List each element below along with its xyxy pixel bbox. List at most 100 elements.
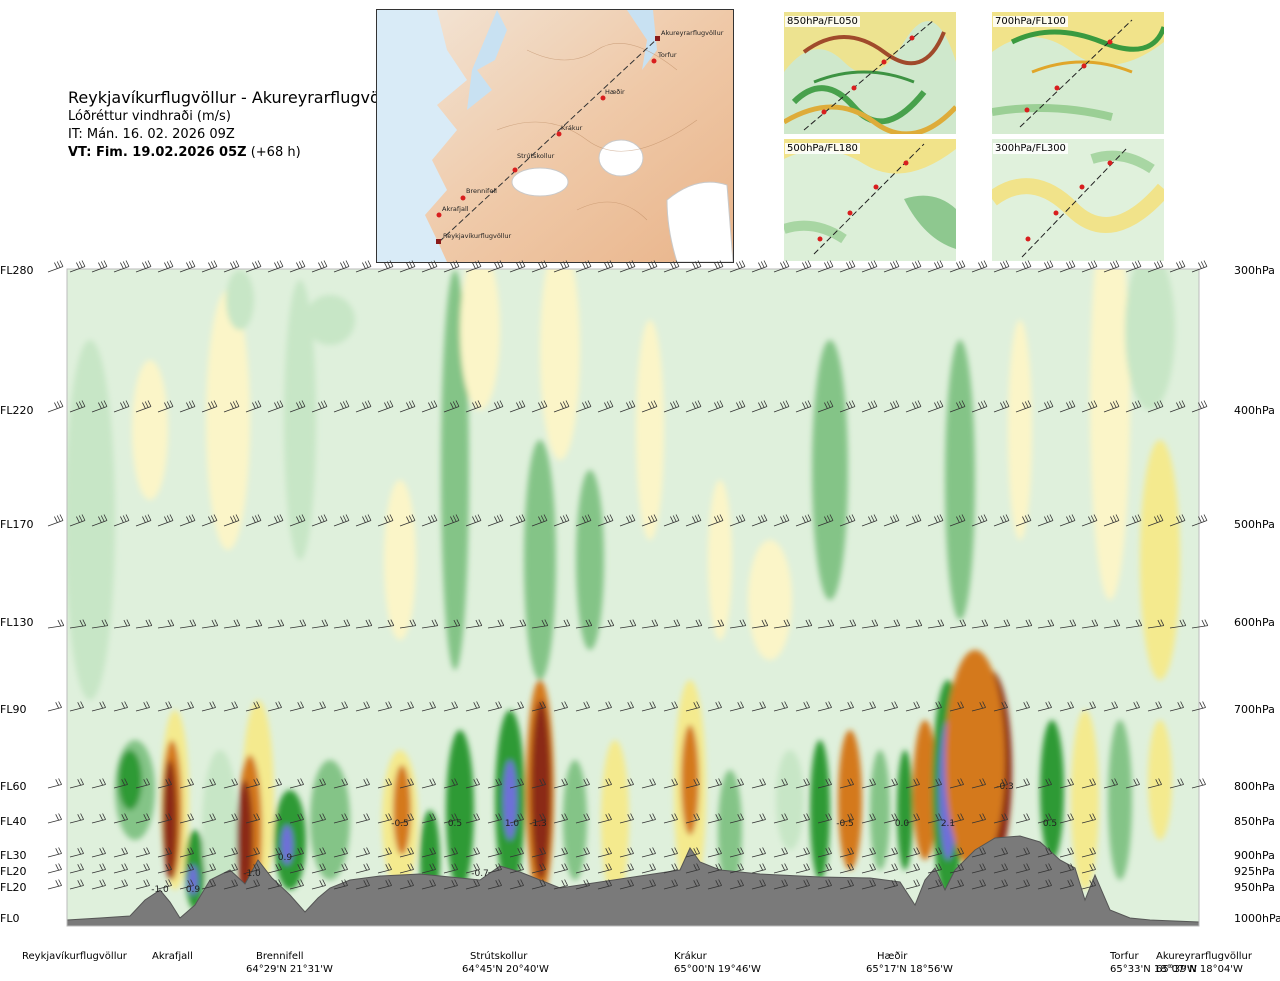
heatmap-cell <box>1148 720 1172 840</box>
value-label: 0.9 <box>278 853 293 863</box>
wind-barb <box>157 514 174 527</box>
wind-barb <box>113 879 128 890</box>
wind-barb <box>245 813 260 824</box>
wind-barb <box>289 260 306 273</box>
heatmap-cell <box>161 710 189 890</box>
wind-barb <box>465 813 480 824</box>
wind-barb <box>553 619 571 629</box>
heatmap-cell <box>945 340 975 620</box>
waypoint-coord: 65°00'N 19°46'W <box>674 964 761 975</box>
wind-barb <box>619 879 634 890</box>
wind-barb <box>179 863 194 874</box>
wind-barb <box>201 847 216 858</box>
wind-barb <box>729 514 746 527</box>
wind-barb <box>949 514 966 527</box>
wind-barb <box>333 778 348 789</box>
wind-barb <box>663 863 678 874</box>
wind-barb <box>641 813 656 824</box>
valid-time: VT: Fim. 19.02.2026 05Z (+68 h) <box>68 144 405 162</box>
wind-barb <box>399 400 416 413</box>
wind-barb <box>1147 514 1164 527</box>
wind-barb <box>201 863 216 874</box>
wind-barb <box>619 778 634 789</box>
wind-barb <box>949 778 964 789</box>
route-title: Reykjavíkurflugvöllur - Akureyrarflugvöl… <box>68 88 406 107</box>
right-axis-label: 950hPa <box>1234 881 1275 894</box>
heatmap-cell <box>441 270 469 670</box>
wind-barb <box>1015 813 1030 824</box>
wind-barb <box>245 701 260 712</box>
right-axis-label: 700hPa <box>1234 703 1275 716</box>
left-axis-label: FL90 <box>0 703 27 716</box>
wind-barb <box>1125 400 1142 413</box>
wind-barb <box>245 879 260 890</box>
wind-barb <box>1147 619 1165 629</box>
wind-barb <box>245 847 260 858</box>
wind-barb <box>751 619 769 629</box>
wind-barb <box>663 701 678 712</box>
wind-barb <box>597 514 614 527</box>
wind-barb <box>487 863 502 874</box>
wind-barb <box>597 847 612 858</box>
wind-barb <box>1147 778 1162 789</box>
wind-barb <box>289 813 304 824</box>
heatmap-cell <box>531 700 551 880</box>
wind-barb <box>69 260 86 273</box>
wind-barb <box>795 813 810 824</box>
wind-barb <box>267 701 282 712</box>
wind-barb <box>927 701 942 712</box>
wind-barb <box>135 863 150 874</box>
wind-barb <box>817 847 832 858</box>
wind-barb <box>113 619 131 629</box>
wind-barb <box>69 847 84 858</box>
wind-barb <box>1015 260 1032 273</box>
wind-barb <box>1169 400 1186 413</box>
wind-barb <box>839 260 856 273</box>
value-label: 0.9 <box>186 885 201 895</box>
wind-barb <box>311 863 326 874</box>
heatmap-cell <box>305 295 355 345</box>
wind-barb <box>685 778 700 789</box>
wind-barb <box>861 619 879 629</box>
wind-barb <box>311 778 326 789</box>
wind-barb <box>795 260 812 273</box>
wind-barb <box>91 701 106 712</box>
wind-barb <box>399 701 414 712</box>
wind-barb <box>267 778 282 789</box>
wind-barb <box>707 863 722 874</box>
wind-barb <box>91 778 106 789</box>
wind-barb <box>839 619 857 629</box>
heatmap-cell <box>202 750 238 910</box>
wind-barb <box>817 863 832 874</box>
wind-barb <box>1081 847 1096 858</box>
wind-barb <box>245 619 263 629</box>
wind-barb <box>487 619 505 629</box>
level-map-label: 500hPa/FL180 <box>785 143 860 154</box>
heatmap-cell <box>870 750 890 870</box>
wind-barb <box>707 619 725 629</box>
right-axis-label: 1000hPa <box>1234 912 1280 925</box>
heatmap-cell <box>1040 720 1064 860</box>
heatmap-cell <box>540 269 580 460</box>
wind-barb <box>399 863 414 874</box>
wind-barb <box>157 619 175 629</box>
wind-barb <box>113 778 128 789</box>
wind-barb <box>1081 514 1098 527</box>
wind-barb <box>1015 847 1030 858</box>
wind-barb <box>685 619 703 629</box>
heatmap-cell <box>708 480 732 640</box>
wind-barb <box>1037 847 1052 858</box>
heatmap-cell <box>945 650 1005 870</box>
wind-barb <box>971 701 986 712</box>
wind-barb <box>201 619 219 629</box>
wind-barb <box>729 863 744 874</box>
wind-barb <box>597 400 614 413</box>
wind-barb <box>905 879 920 890</box>
wind-barb <box>751 847 766 858</box>
wind-barb <box>905 619 923 629</box>
lead-time: (+68 h) <box>250 145 301 160</box>
wind-barb <box>355 863 370 874</box>
wind-barb <box>861 847 876 858</box>
value-label: -1.0 <box>243 869 261 879</box>
wind-barb <box>91 514 108 527</box>
